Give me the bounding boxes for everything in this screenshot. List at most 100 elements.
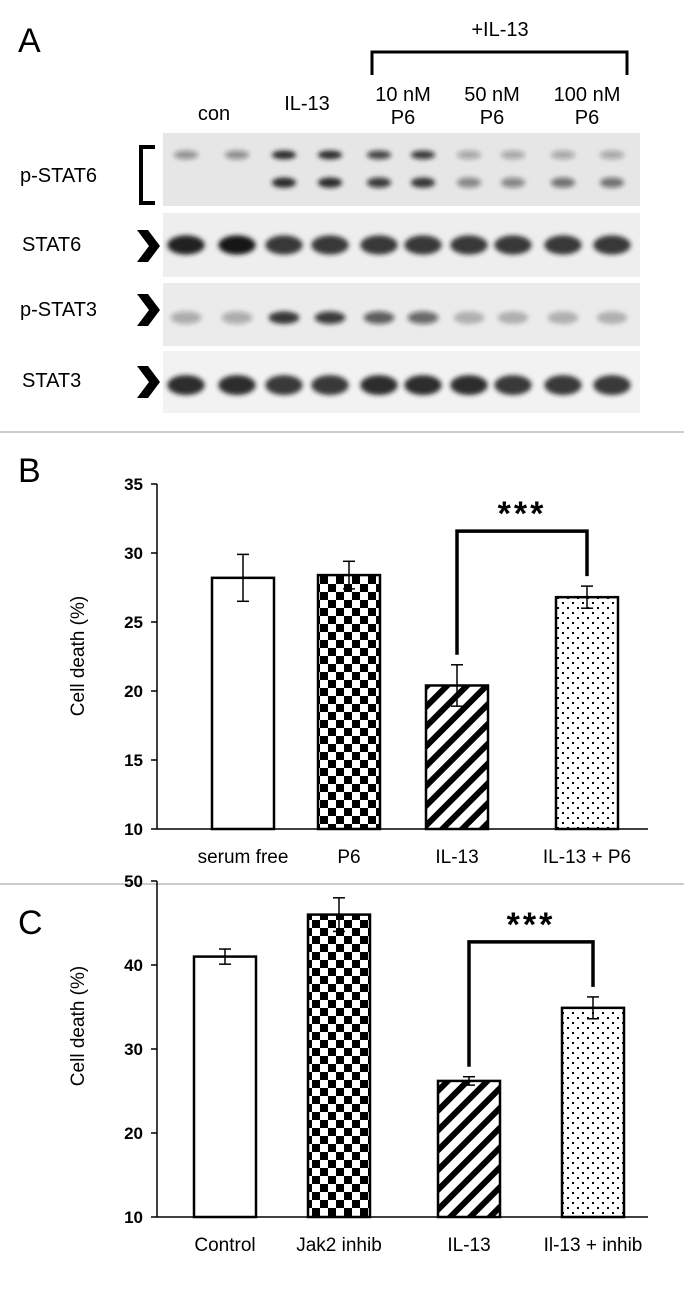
blot-band [224, 150, 250, 160]
category-label: Il-13 + inhib [544, 1235, 643, 1256]
blot-band [265, 375, 303, 396]
blot-row-1: STAT6 [22, 213, 640, 277]
bar [554, 595, 620, 831]
bar [436, 1079, 502, 1219]
y-tick-label: 10 [124, 1208, 143, 1227]
y-tick-label: 15 [124, 751, 143, 770]
blot-band [596, 311, 628, 324]
blot-band [311, 375, 349, 396]
blot-band [170, 311, 202, 324]
category-label: serum free [198, 847, 289, 868]
blot-band [271, 150, 297, 160]
blot-band [221, 311, 253, 324]
blot-band [456, 150, 482, 160]
y-tick-label: 20 [124, 682, 143, 701]
lane-label-con: con [198, 103, 230, 125]
lane-label-100nm: 100 nM [554, 84, 621, 106]
arrow-marker [137, 230, 160, 262]
blot-band [593, 375, 631, 396]
category-label: IL-13 [447, 1235, 490, 1256]
significance-stars: *** [507, 906, 556, 944]
panel-a: A +IL-13 con IL-13 10 nM P6 50 nM P6 100… [18, 19, 640, 413]
blot-band [494, 235, 532, 255]
lane-label-100nm-p6: P6 [575, 107, 599, 129]
y-tick-label: 10 [124, 820, 143, 839]
blot-bands [167, 235, 631, 255]
category-label: IL-13 [435, 847, 478, 868]
panel-a-letter: A [18, 22, 41, 60]
blot-band [360, 235, 398, 255]
bar [424, 684, 490, 831]
panel-c-ylabel: Cell death (%) [68, 966, 89, 1086]
lane-label-10nm-p6: P6 [391, 107, 415, 129]
blot-band [494, 375, 532, 396]
blot-band [593, 235, 631, 255]
arrow-marker [137, 366, 160, 398]
blot-row-3: STAT3 [22, 351, 640, 413]
arrow-marker [137, 294, 160, 326]
category-label: Control [194, 1235, 255, 1256]
blot-band [314, 311, 346, 324]
blot-bands [170, 311, 628, 324]
blot-band [500, 177, 526, 188]
blot-band [317, 150, 343, 160]
blot-row-0: p-STAT6 [20, 133, 640, 206]
error-bar [343, 560, 355, 590]
error-bar [333, 897, 345, 933]
blot-band [544, 235, 582, 255]
blot-bands [167, 375, 631, 396]
significance-bracket [455, 529, 589, 655]
blot-band [167, 375, 205, 396]
blot-band [497, 311, 529, 324]
blot-band [363, 311, 395, 324]
error-bar [219, 948, 231, 965]
significance-bracket [467, 940, 595, 1067]
y-tick-label: 30 [124, 1040, 143, 1059]
blot-band [404, 235, 442, 255]
blot-label: p-STAT3 [20, 299, 97, 321]
blot-band [453, 311, 485, 324]
treatment-bracket [370, 50, 629, 75]
bar [306, 913, 372, 1219]
bar [210, 576, 276, 831]
blot-label: p-STAT6 [20, 165, 97, 187]
chart-c: 10 20 30 40 50 Control Jak2 inhib IL-13 Il-13 + … [124, 872, 648, 1256]
blot-band [450, 235, 488, 255]
blot-band [311, 235, 349, 255]
y-tick-label: 20 [124, 1124, 143, 1143]
blot-band [599, 150, 625, 160]
y-tick-label: 40 [124, 956, 143, 975]
treatment-header: +IL-13 [471, 19, 528, 41]
blot-image [163, 133, 640, 206]
bar [560, 1006, 626, 1219]
blot-band [265, 235, 303, 255]
blot-label: STAT6 [22, 234, 81, 256]
category-label: P6 [337, 847, 360, 868]
blot-band [550, 177, 576, 188]
error-bar [463, 1075, 475, 1086]
blot-band [218, 235, 256, 255]
category-label: Jak2 inhib [296, 1235, 382, 1256]
panel-b-ylabel: Cell death (%) [68, 596, 89, 716]
blot-band [500, 150, 526, 160]
blot-bands [173, 150, 625, 188]
error-bar [587, 996, 599, 1020]
blot-band [360, 375, 398, 396]
blot-band [218, 375, 256, 396]
lane-label-10nm: 10 nM [375, 84, 431, 106]
blot-band [268, 311, 300, 324]
blot-band [550, 150, 576, 160]
blot-band [544, 375, 582, 396]
blot-band [366, 150, 392, 160]
panel-b: B Cell death (%) 10 15 20 25 30 35 serum free P… [18, 452, 648, 868]
blot-band [404, 375, 442, 396]
category-label: IL-13 + P6 [543, 847, 631, 868]
chart-b: 10 15 20 25 30 35 serum free P6 IL-13 IL-13 + P6 *… [124, 475, 648, 868]
blot-label: STAT3 [22, 370, 81, 392]
blot-band [366, 177, 392, 188]
y-tick-label: 30 [124, 544, 143, 563]
error-bar [237, 553, 249, 603]
blot-row-2: p-STAT3 [20, 283, 640, 346]
blot-band [317, 177, 343, 188]
